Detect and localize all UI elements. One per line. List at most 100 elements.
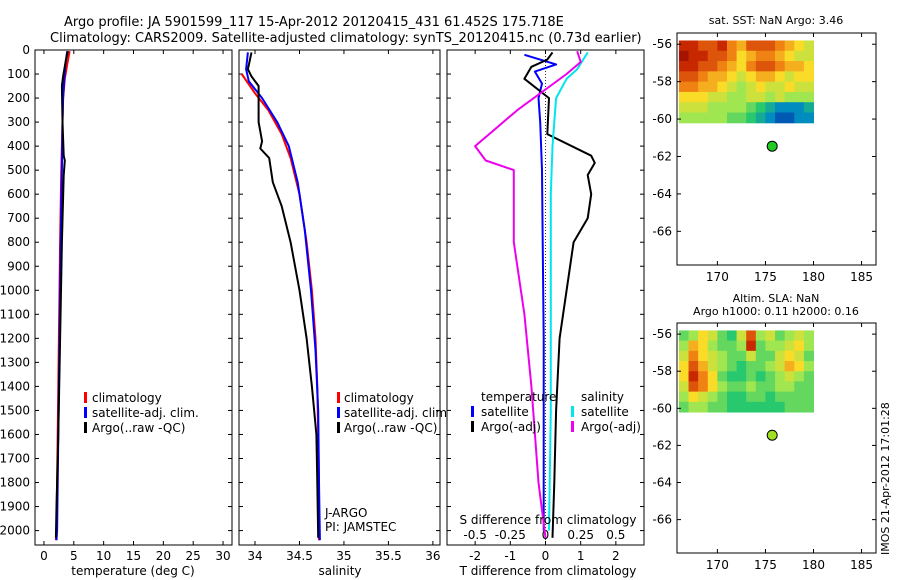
heatmap-cell: [678, 112, 690, 124]
heatmap-cell: [775, 71, 786, 83]
difference-top-label: S difference from climatology: [460, 513, 637, 527]
heatmap-cell: [765, 50, 776, 62]
heatmap-cell: [688, 340, 699, 352]
heatmap-cell: [688, 361, 699, 372]
y-tick-label: 1400: [0, 379, 30, 393]
y-tick-label: -62: [652, 149, 672, 163]
x-tick-label: 34.5: [286, 549, 313, 563]
x-tick-label: 1: [577, 549, 585, 563]
heatmap-cell: [794, 112, 805, 124]
heatmap-cell: [726, 330, 738, 342]
sst-map-title: sat. SST: NaN Argo: 3.46: [709, 14, 843, 27]
heatmap-cell: [765, 71, 776, 83]
y-tick-label: -56: [652, 327, 672, 341]
heatmap-cell: [698, 81, 709, 93]
y-tick-label: 800: [7, 235, 30, 249]
heatmap-cell: [736, 401, 747, 413]
heatmap-cell: [794, 330, 805, 342]
heatmap-cell: [803, 361, 815, 372]
heatmap-cell: [746, 71, 757, 83]
heatmap-cell: [794, 350, 805, 362]
heatmap-cell: [794, 40, 805, 52]
heatmap-cell: [775, 330, 786, 342]
heatmap-cell: [678, 71, 690, 83]
legend-swatch-sal-satellite: [571, 406, 574, 417]
x-tick-label: 35.5: [375, 549, 402, 563]
heatmap-cell: [746, 401, 757, 413]
y-tick-label: 400: [7, 139, 30, 153]
heatmap-cell: [688, 330, 699, 342]
heatmap-cell: [755, 102, 766, 114]
series-line-argo-raw-qc: [246, 52, 320, 538]
sla-heatmap-cells: [678, 330, 815, 413]
heatmap-cell: [794, 361, 805, 372]
heatmap-cell: [803, 50, 815, 62]
sla-map-panel: Altim. SLA: NaN Argo h1000: 0.11 h2000: …: [652, 292, 877, 572]
heatmap-cell: [784, 381, 795, 393]
heatmap-cell: [717, 50, 728, 62]
heatmap-cell: [765, 102, 776, 114]
x-tick-label: 185: [850, 270, 873, 284]
heatmap-cell: [755, 361, 766, 372]
top-tick-label: -0.25: [495, 528, 526, 542]
y-tick-label: -58: [652, 364, 672, 378]
heatmap-cell: [794, 61, 805, 72]
x-tick-label: 0: [40, 549, 48, 563]
legend-label-argo: Argo(..raw -QC): [92, 421, 185, 435]
heatmap-cell: [698, 361, 709, 372]
heatmap-cell: [746, 91, 757, 103]
heatmap-cell: [784, 330, 795, 342]
heatmap-cell: [726, 371, 738, 382]
heatmap-cell: [775, 40, 786, 52]
heatmap-cell: [794, 81, 805, 93]
legend-swatch-satellite: [337, 407, 340, 418]
difference-plot-frame: [446, 49, 645, 546]
y-tick-label: 900: [7, 259, 30, 273]
legend-label-climatology: climatology: [344, 391, 414, 405]
heatmap-cell: [726, 102, 738, 114]
heatmap-cell: [746, 112, 757, 124]
heatmap-cell: [717, 401, 728, 413]
y-tick-label: -56: [652, 37, 672, 51]
heatmap-cell: [707, 391, 718, 403]
heatmap-cell: [726, 391, 738, 403]
temperature-lines: [54, 50, 71, 541]
heatmap-cell: [688, 401, 699, 413]
heatmap-cell: [698, 71, 709, 83]
heatmap-cell: [803, 40, 815, 52]
top-tick-label: -0.5: [463, 528, 486, 542]
salinity-lines: [240, 52, 321, 541]
heatmap-cell: [736, 391, 747, 403]
heatmap-cell: [726, 40, 738, 52]
heatmap-cell: [698, 350, 709, 362]
heatmap-cell: [784, 350, 795, 362]
heatmap-cell: [765, 371, 776, 382]
heatmap-cell: [726, 401, 738, 413]
heatmap-cell: [736, 361, 747, 372]
y-tick-label: -64: [652, 187, 672, 201]
heatmap-cell: [755, 391, 766, 403]
heatmap-cell: [736, 50, 747, 62]
heatmap-cell: [736, 371, 747, 382]
heatmap-cell: [755, 381, 766, 393]
heatmap-cell: [794, 50, 805, 62]
heatmap-cell: [775, 371, 786, 382]
heatmap-cell: [678, 391, 690, 403]
legend-swatch-sal-argo: [571, 421, 574, 432]
heatmap-cell: [784, 391, 795, 403]
heatmap-cell: [746, 81, 757, 93]
difference-lines: [474, 50, 596, 538]
argo-position-marker: [766, 140, 778, 152]
x-tick-label: 170: [706, 558, 729, 572]
heatmap-cell: [707, 350, 718, 362]
y-tick-label: 2000: [0, 524, 30, 538]
heatmap-cell: [717, 112, 728, 124]
heatmap-cell: [717, 350, 728, 362]
heatmap-cell: [775, 102, 786, 114]
heatmap-cell: [678, 61, 690, 72]
heatmap-cell: [765, 401, 776, 413]
heatmap-cell: [775, 340, 786, 352]
heatmap-cell: [794, 391, 805, 403]
legend-label-sal-argo: Argo(-adj): [581, 420, 641, 434]
heatmap-cell: [755, 401, 766, 413]
